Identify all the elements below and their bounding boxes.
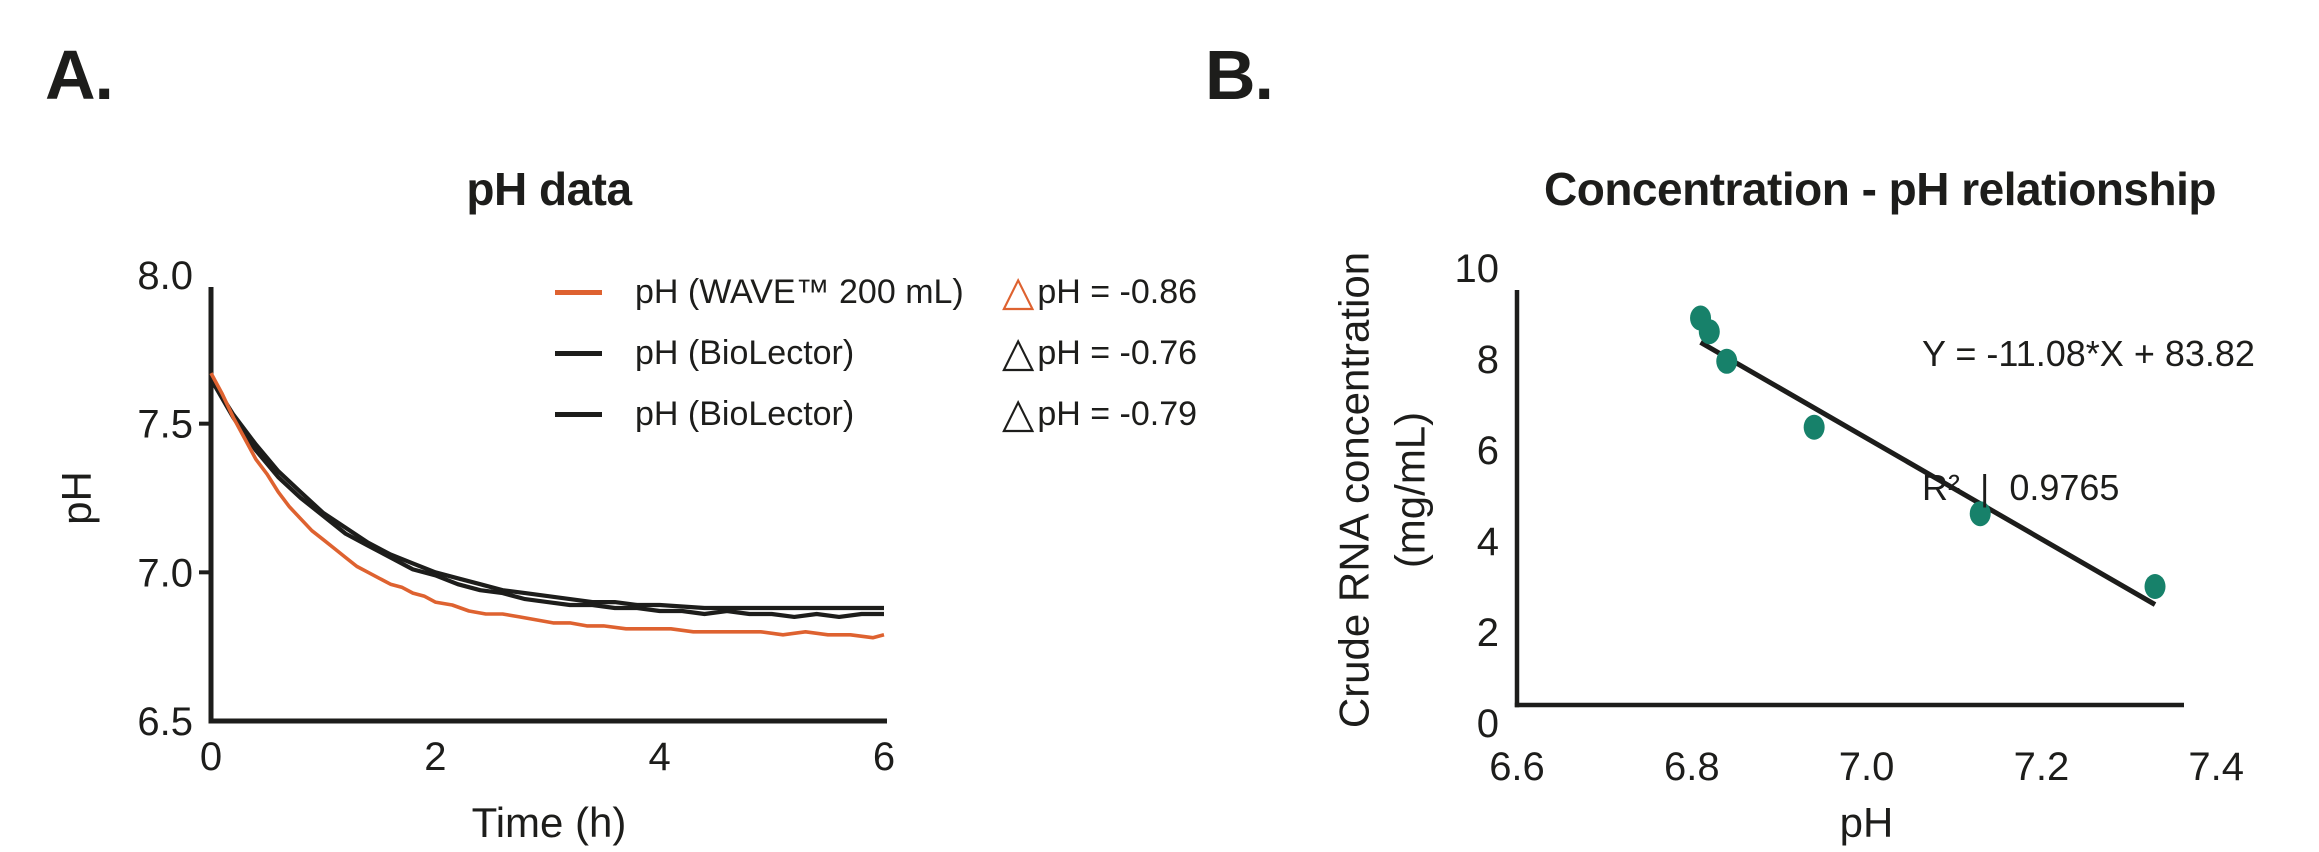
a-series-line [209, 378, 884, 620]
b-scatter-point [1803, 414, 1825, 440]
a-x-tick-label: 4 [649, 735, 671, 779]
delta-triangle-icon: △ [1002, 388, 1035, 436]
legend-label-biolector-2: pH (BioLector) [635, 395, 855, 433]
panel-a-label: A. [45, 36, 114, 114]
legend-delta-biolector-1: △ pH = -0.76 [1002, 327, 1198, 375]
a-y-tick-label: 7.0 [137, 551, 193, 595]
fit-annotation: Y = -11.08*X + 83.82 R² | 0.9765 [1922, 264, 2255, 578]
legend-delta-value: pH = -0.86 [1037, 273, 1198, 311]
b-x-tick-label: 6.6 [1489, 745, 1545, 789]
b-x-tick-label: 6.8 [1664, 745, 1720, 789]
b-scatter-point [1716, 348, 1738, 374]
panel-b-title: Concentration - pH relationship [1544, 163, 2216, 215]
a-x-tick-label: 6 [873, 735, 895, 779]
legend-a: pH (WAVE™ 200 mL) △ pH = -0.86 pH (BioLec… [555, 262, 1197, 445]
b-y-tick-label: 10 [1455, 247, 1500, 291]
fit-r-squared: R² | 0.9765 [1922, 467, 2120, 508]
legend-line-swatch-biolector-2 [555, 412, 602, 417]
a-y-tick-label: 6.5 [137, 700, 193, 744]
b-fit-line [1699, 340, 2157, 607]
panel-b-y-axis-title: Crude RNA concentration (mg/mL) [1327, 252, 1440, 728]
panel-b-y-axis-title-line2: (mg/mL) [1387, 411, 1434, 569]
b-y-tick-label: 2 [1477, 611, 1499, 655]
b-x-tick-label: 7.4 [2188, 745, 2244, 789]
b-y-tick-label: 4 [1477, 520, 1499, 564]
a-x-tick-label: 2 [424, 735, 446, 779]
a-y-tick-label: 7.5 [137, 403, 193, 447]
b-y-tick-label: 6 [1477, 429, 1499, 473]
legend-label-biolector-1: pH (BioLector) [635, 334, 855, 372]
b-x-tick-label: 7.2 [2014, 745, 2070, 789]
b-y-tick-label: 8 [1477, 338, 1499, 382]
panel-b-label: B. [1205, 36, 1274, 114]
panel-a-y-axis-title: pH [52, 471, 100, 525]
delta-triangle-icon: △ [1002, 266, 1035, 314]
legend-delta-value: pH = -0.79 [1037, 395, 1198, 433]
b-scatter-point [1969, 501, 1991, 527]
a-series-line [209, 377, 884, 611]
fit-equation: Y = -11.08*X + 83.82 [1922, 333, 2255, 374]
a-x-tick-label: 0 [200, 735, 222, 779]
panel-a-x-axis-title: Time (h) [471, 799, 627, 846]
legend-row-wave: pH (WAVE™ 200 mL) △ pH = -0.86 [555, 262, 1197, 323]
a-y-tick-label: 8.0 [137, 254, 193, 298]
b-scatter-point [1698, 319, 1720, 345]
b-y-tick-label: 0 [1477, 702, 1499, 746]
b-x-tick-label: 7.0 [1839, 745, 1895, 789]
legend-delta-wave: △ pH = -0.86 [1002, 266, 1198, 314]
legend-delta-biolector-2: △ pH = -0.79 [1002, 388, 1198, 436]
b-scatter-point [2144, 574, 2166, 599]
delta-triangle-icon: △ [1002, 327, 1035, 375]
legend-line-swatch-biolector-1 [555, 351, 602, 356]
legend-line-swatch-wave [555, 290, 602, 295]
panel-a-title: pH data [466, 163, 632, 215]
a-series-line [209, 372, 885, 640]
legend-row-biolector-2: pH (BioLector) △ pH = -0.79 [555, 384, 1197, 445]
panel-b-y-axis-title-line1: Crude RNA concentration [1330, 251, 1378, 729]
legend-delta-value: pH = -0.76 [1037, 334, 1198, 372]
panel-b-x-axis-title: pH [1839, 799, 1894, 846]
legend-row-biolector-1: pH (BioLector) △ pH = -0.76 [555, 323, 1197, 384]
legend-label-wave: pH (WAVE™ 200 mL) [635, 273, 964, 311]
